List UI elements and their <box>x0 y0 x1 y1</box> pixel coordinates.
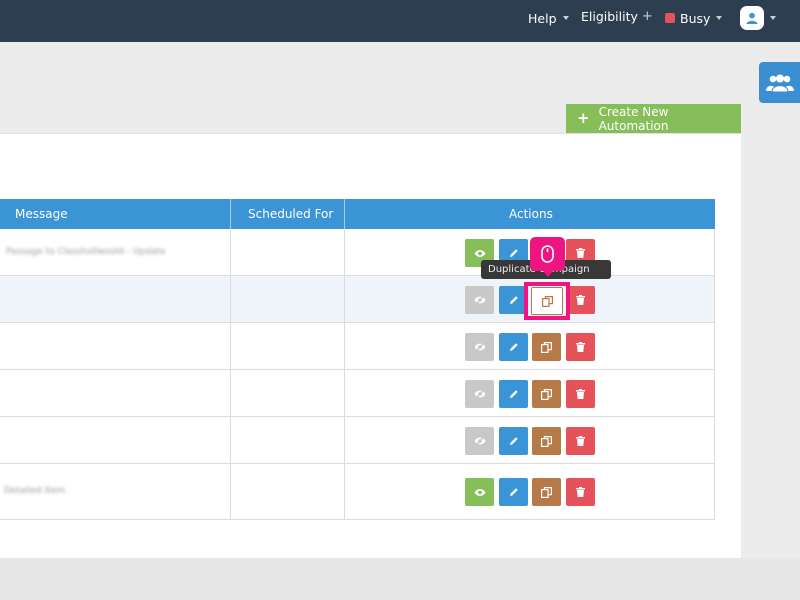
eligibility-menu[interactable]: Eligibility + <box>581 0 653 34</box>
duplicate-button[interactable] <box>531 287 563 315</box>
duplicate-button[interactable] <box>532 478 561 506</box>
trash-icon <box>576 487 585 497</box>
edit-button[interactable] <box>499 333 528 361</box>
column-header-actions: Actions <box>509 207 553 221</box>
avatar <box>740 6 764 30</box>
duplicate-button[interactable] <box>532 333 561 361</box>
help-label: Help <box>528 10 557 26</box>
create-automation-label: Create New Automation <box>598 104 669 133</box>
copy-icon <box>541 295 553 307</box>
plus-icon: + <box>641 8 653 24</box>
status-label: Busy <box>680 10 711 26</box>
help-menu[interactable]: Help <box>528 0 569 36</box>
column-divider <box>230 464 231 520</box>
delete-button[interactable] <box>566 478 595 506</box>
eye-icon <box>474 249 485 257</box>
view-button[interactable] <box>465 380 494 408</box>
table-row <box>0 323 715 370</box>
table-row <box>0 370 715 417</box>
duplicate-button[interactable] <box>532 380 561 408</box>
table-row <box>0 276 715 323</box>
column-divider <box>344 229 345 276</box>
column-divider <box>230 323 231 370</box>
column-divider <box>344 417 345 464</box>
pencil-icon <box>509 488 518 496</box>
create-automation-button[interactable]: + Create New Automation <box>566 104 741 133</box>
column-divider <box>344 199 345 229</box>
copy-icon <box>541 486 552 498</box>
edit-button[interactable] <box>499 427 528 455</box>
message-cell: Detailed Item <box>4 486 66 496</box>
trash-icon <box>576 436 585 446</box>
column-divider <box>230 276 231 323</box>
status-dot <box>665 13 675 23</box>
trash-icon <box>576 295 585 305</box>
view-button[interactable] <box>465 286 494 314</box>
table-row: Passage to Classhollwoold - Update <box>0 229 715 276</box>
copy-icon <box>541 388 552 400</box>
delete-button[interactable] <box>566 333 595 361</box>
eye-slash-icon <box>474 295 485 305</box>
delete-button[interactable] <box>566 286 595 314</box>
chevron-down-icon <box>770 16 776 20</box>
view-button[interactable] <box>465 427 494 455</box>
column-divider <box>230 417 231 464</box>
table-row <box>0 417 715 464</box>
trash-icon <box>576 342 585 352</box>
click-target-highlight <box>524 282 570 320</box>
user-menu[interactable] <box>740 0 776 36</box>
pencil-icon <box>509 296 518 304</box>
pencil-icon <box>509 343 518 351</box>
column-divider <box>230 229 231 276</box>
status-menu[interactable]: Busy <box>665 0 723 36</box>
column-header-scheduled[interactable]: Scheduled For <box>248 207 334 221</box>
page-footer <box>0 558 800 600</box>
delete-button[interactable] <box>566 380 595 408</box>
copy-icon <box>541 341 552 353</box>
column-divider <box>344 323 345 370</box>
table-row: Detailed Item <box>0 464 715 520</box>
mouse-icon <box>541 245 554 263</box>
edit-button[interactable] <box>499 478 528 506</box>
view-button[interactable] <box>465 239 494 267</box>
trash-icon <box>576 248 585 258</box>
top-navbar: Help Eligibility + Busy <box>0 0 800 42</box>
contacts-side-tab[interactable] <box>759 62 800 103</box>
eligibility-label: Eligibility <box>581 8 638 24</box>
view-button[interactable] <box>465 478 494 506</box>
users-icon <box>765 74 794 92</box>
pencil-icon <box>509 390 518 398</box>
column-divider <box>344 464 345 520</box>
column-divider <box>230 199 231 229</box>
column-divider <box>344 276 345 323</box>
user-icon <box>746 12 758 24</box>
pencil-icon <box>509 249 518 257</box>
chevron-down-icon <box>716 16 723 20</box>
duplicate-button[interactable] <box>532 427 561 455</box>
chevron-down-icon <box>562 16 569 20</box>
eye-slash-icon <box>474 436 485 446</box>
message-cell: Passage to Classhollwoold - Update <box>6 247 166 257</box>
pencil-icon <box>509 437 518 445</box>
column-divider <box>344 370 345 417</box>
mouse-click-badge <box>530 237 565 277</box>
eye-icon <box>474 488 485 496</box>
copy-icon <box>541 435 552 447</box>
plus-icon: + <box>577 109 590 127</box>
eye-slash-icon <box>474 342 485 352</box>
delete-button[interactable] <box>566 427 595 455</box>
column-divider <box>230 370 231 417</box>
table-header: Message Scheduled For Actions <box>0 199 715 229</box>
view-button[interactable] <box>465 333 494 361</box>
trash-icon <box>576 389 585 399</box>
eye-slash-icon <box>474 389 485 399</box>
edit-button[interactable] <box>499 286 528 314</box>
table-border <box>714 229 715 520</box>
edit-button[interactable] <box>499 380 528 408</box>
column-header-message[interactable]: Message <box>15 207 68 221</box>
